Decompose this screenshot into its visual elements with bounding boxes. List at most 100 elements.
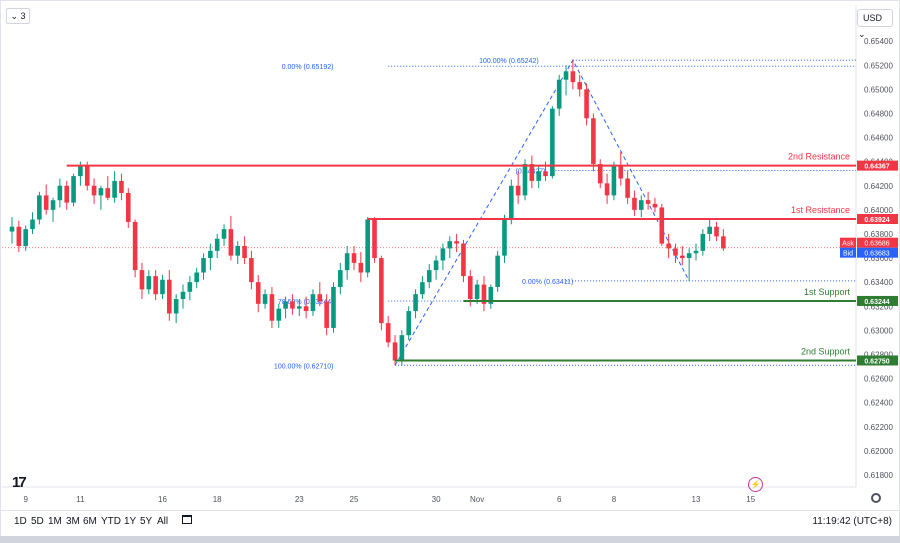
price-tick-label: 0.63800 [864,230,893,239]
candle-body [338,270,343,287]
candle-body [91,185,97,196]
candle-body [659,207,665,244]
candle-body [563,71,569,80]
range-button-5d[interactable]: 5D [31,516,44,527]
candle-body [214,238,220,251]
candle-body [406,311,412,336]
price-tick-label: 0.64200 [864,182,893,191]
candle-body [119,180,124,193]
candle-body [201,258,206,273]
candle-body [365,219,370,273]
lightning-icon[interactable]: ⚡ [748,477,763,492]
candle-body [591,118,596,165]
range-button-1m[interactable]: 1M [48,516,62,527]
candle-body [351,253,357,263]
fib-level-label: 100.00% (0.62710) [274,363,334,370]
time-tick-label: Nov [470,495,484,504]
price-tick-label: 0.61800 [864,471,893,480]
ask-price-tag-text: 0.63686 [864,241,889,248]
range-button-5y[interactable]: 5Y [140,516,153,527]
indicator-count: 3 [20,11,26,21]
candle-body [105,188,111,198]
price-tick-label: 0.65000 [864,85,893,94]
chevron-down-icon: ⌄ [10,11,18,21]
candle-body [180,291,186,300]
range-button-1y[interactable]: 1Y [124,516,137,527]
range-button-1d[interactable]: 1D [14,516,27,527]
candle-body [556,79,562,109]
candle-body [543,171,548,177]
range-button-3m[interactable]: 3M [66,516,80,527]
candle-body [652,203,658,208]
time-tick-label: 8 [612,495,617,504]
candle-body [379,258,384,324]
currency-selector[interactable]: USD ⌄ [857,9,893,39]
candle-body [187,282,193,292]
candle-body [666,243,671,249]
gear-icon[interactable] [871,493,881,503]
candle-body [112,180,117,198]
time-tick-label: 18 [213,495,222,504]
ask-label-tag [840,237,856,248]
candle-body [146,276,152,290]
candle-body [160,279,165,295]
resistance-price-tag [857,160,898,171]
candle-body [167,279,172,314]
candle-body [488,286,494,304]
price-tick-label: 0.63000 [864,326,893,335]
candle-body [680,255,685,259]
candle-body [324,301,329,328]
candle-body [536,171,541,181]
candle-body [64,185,70,203]
candle-body [30,219,35,230]
time-tick-label: 15 [746,495,755,504]
candle-body [467,276,473,300]
candle-body [584,89,589,119]
support-level-label: 1st Support [804,287,851,297]
candle-body [43,195,49,210]
bottom-strip [0,536,900,543]
candle-body [303,306,309,312]
candle-body [426,270,432,283]
resistance-price-tag-text: 0.63924 [864,217,889,224]
candle-body [57,185,63,201]
time-tick-label: 16 [158,495,167,504]
range-button-6m[interactable]: 6M [83,516,97,527]
candle-body [228,229,234,256]
ask-label-text: Ask [842,241,854,248]
price-tick-label: 0.64600 [864,134,893,143]
candle-body [509,185,514,220]
range-button-ytd[interactable]: YTD [101,516,121,527]
price-tick-label: 0.62600 [864,375,893,384]
bid-label-text: Bid [843,251,853,258]
tradingview-logo-icon[interactable]: 17 [12,474,27,491]
candle-body [132,221,138,271]
candle-body [420,282,425,295]
candle-body [331,286,336,328]
candle-body [461,243,466,277]
candle-body [276,308,282,321]
bid-label-tag [840,247,856,258]
candle-body [515,185,521,196]
candle-body [392,342,398,361]
candle-body [208,250,213,259]
candle-body [721,236,726,249]
time-tick-label: 6 [557,495,562,504]
bottom-toolbar: 1D 5D 1M 3M 6M YTD 1Y 5Y All 11:19:42 (U… [0,510,900,535]
candle-body [597,164,603,184]
candle-body [611,166,617,196]
calendar-icon[interactable] [182,515,192,524]
collapse-indicators-button[interactable]: ⌄ 3 [6,8,30,24]
candle-body [632,197,637,210]
range-button-all[interactable]: All [157,516,169,527]
candle-body [221,229,227,239]
candle-body [502,219,507,256]
bid-price-tag-text: 0.63683 [864,251,889,258]
candle-body [50,200,56,210]
support-price-tag-text: 0.62750 [864,358,889,365]
support-price-tag [857,355,898,366]
time-tick-label: 13 [692,495,701,504]
candle-body [577,82,583,90]
candle-body [413,294,418,312]
